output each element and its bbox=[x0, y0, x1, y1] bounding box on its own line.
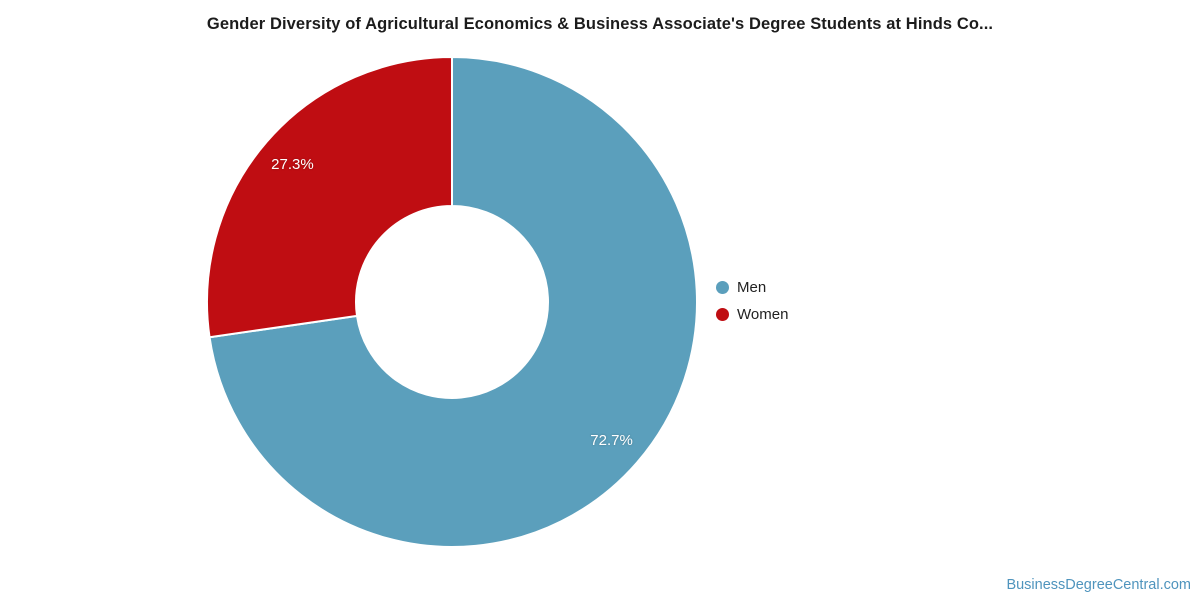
legend-item-men[interactable]: Men bbox=[716, 277, 788, 298]
legend-swatch-women-icon bbox=[716, 308, 729, 321]
slice-women[interactable] bbox=[206, 56, 453, 339]
chart-title: Gender Diversity of Agricultural Economi… bbox=[206, 15, 994, 33]
watermark-link[interactable]: BusinessDegreeCentral.com bbox=[1006, 577, 1191, 593]
slice-label-men: 72.7% bbox=[590, 432, 633, 449]
slice-label-women: 27.3% bbox=[271, 156, 314, 173]
legend-label-women: Women bbox=[737, 306, 789, 323]
legend: Men Women bbox=[716, 277, 788, 325]
legend-item-women[interactable]: Women bbox=[716, 304, 788, 325]
legend-swatch-men-icon bbox=[716, 281, 729, 294]
slice-men[interactable] bbox=[208, 56, 698, 548]
legend-label-men: Men bbox=[737, 279, 767, 296]
